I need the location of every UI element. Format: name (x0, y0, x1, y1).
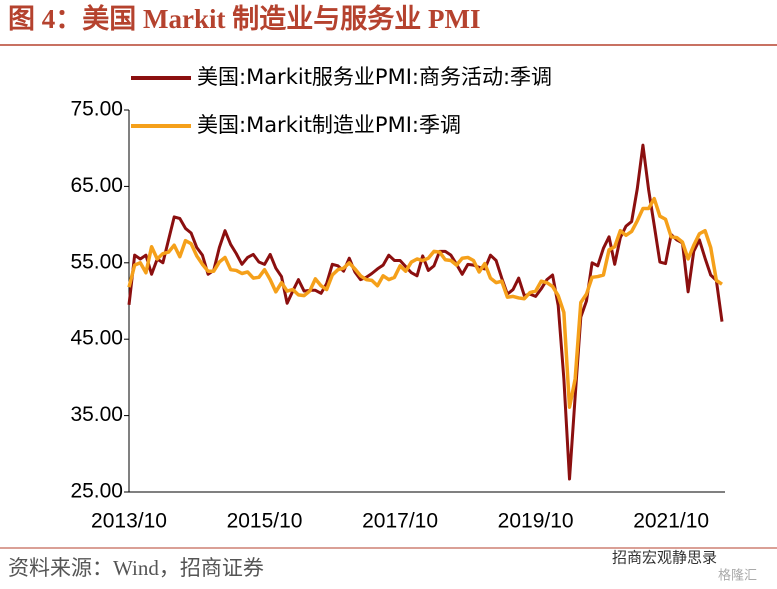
y-tick-label: 55.00 (70, 250, 123, 273)
y-tick-label: 65.00 (70, 174, 123, 197)
legend-label: 美国:Markit制造业PMI:季调 (197, 113, 461, 137)
watermark: 格隆汇 (718, 568, 757, 584)
series-line (127, 143, 724, 481)
x-tick-label: 2013/10 (91, 510, 167, 533)
source: 资料来源：Wind，招商证券 (8, 556, 264, 580)
y-tick-label: 25.00 (70, 480, 123, 503)
x-tick-label: 2017/10 (362, 510, 438, 533)
y-tick-label: 35.00 (70, 403, 123, 426)
chart-title: 图 4：美国 Markit 制造业与服务业 PMI (8, 3, 480, 34)
y-tick-label: 45.00 (70, 327, 123, 350)
y-tick-label: 75.00 (70, 98, 123, 121)
legend-label: 美国:Markit服务业PMI:商务活动:季调 (197, 65, 552, 89)
x-tick-label: 2015/10 (227, 510, 303, 533)
series-line (127, 196, 723, 409)
x-tick-label: 2021/10 (633, 510, 709, 533)
watermark: 招商宏观静思录 (612, 549, 717, 567)
x-tick-label: 2019/10 (498, 510, 574, 533)
